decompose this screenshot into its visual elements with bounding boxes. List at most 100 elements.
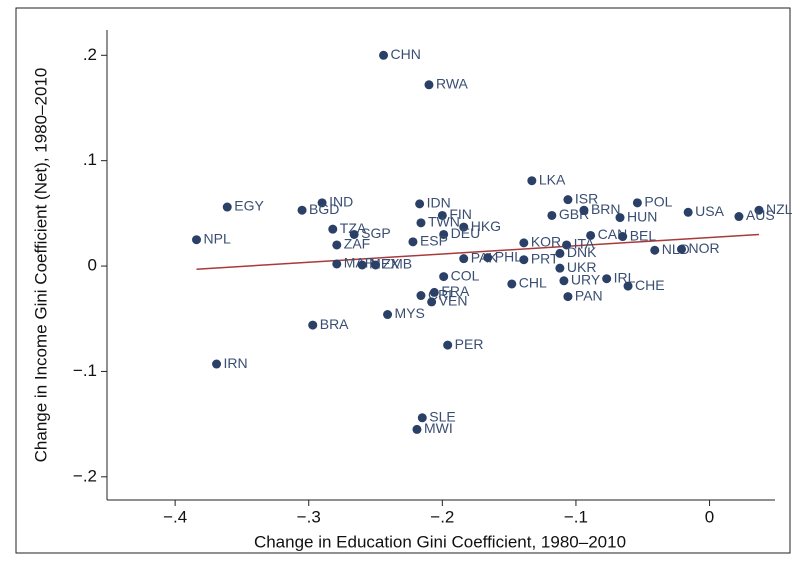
point	[429, 287, 439, 297]
point-label: USA	[695, 203, 724, 219]
point-label: NPL	[204, 230, 231, 246]
point-label: URY	[571, 272, 601, 288]
point	[349, 229, 359, 239]
point-label: FRA	[441, 283, 470, 299]
x-tick-label: 0	[705, 507, 714, 526]
point-label: SLE	[429, 409, 455, 425]
point	[332, 240, 342, 250]
x-axis-title: Change in Education Gini Coefficient, 19…	[254, 532, 626, 551]
point-label: EGY	[234, 198, 264, 214]
point	[586, 230, 596, 240]
point-label: ZMB	[383, 256, 413, 272]
point	[439, 229, 449, 239]
point-label: PRT	[531, 250, 559, 266]
x-tick-label: −.1	[564, 507, 588, 526]
point-label: TZA	[340, 220, 367, 236]
point-label: PHL	[495, 248, 522, 264]
point	[683, 207, 693, 217]
point	[379, 50, 389, 60]
point-label: IRN	[224, 355, 248, 371]
point-label: TWN	[428, 214, 460, 230]
point	[483, 253, 493, 263]
point	[632, 198, 642, 208]
point-label: IND	[329, 194, 353, 210]
point-label: ITA	[574, 236, 595, 252]
point-label: ESP	[420, 233, 448, 249]
point	[754, 205, 764, 215]
point-label: DEU	[451, 225, 481, 241]
point	[459, 254, 469, 264]
point-label: MYS	[395, 305, 425, 321]
point-label: KOR	[531, 234, 561, 250]
point	[328, 224, 338, 234]
point	[615, 213, 625, 223]
point	[527, 176, 537, 186]
point-label: SGP	[361, 225, 391, 241]
point-label: UKR	[567, 259, 597, 275]
point-label: DNK	[567, 244, 597, 260]
point-label: NOR	[688, 240, 719, 256]
y-tick-label: 0	[88, 256, 97, 275]
point	[734, 212, 744, 222]
point	[212, 359, 222, 369]
point	[416, 218, 426, 228]
point	[415, 199, 425, 209]
x-tick-label: −.3	[297, 507, 321, 526]
point	[416, 291, 426, 301]
point	[562, 240, 572, 250]
point-label: FIN	[449, 206, 472, 222]
point-label: MWI	[424, 420, 453, 436]
point-label: RWA	[436, 76, 469, 92]
point	[427, 297, 437, 307]
point	[443, 340, 453, 350]
point-label: BGD	[309, 201, 339, 217]
point	[459, 222, 469, 232]
frame	[15, 7, 791, 554]
point	[317, 198, 327, 208]
x-tick-label: −.2	[430, 507, 454, 526]
point-label: IDN	[427, 195, 451, 211]
point	[439, 272, 449, 282]
y-tick-label: −.2	[73, 466, 97, 485]
point	[507, 279, 517, 289]
point	[437, 210, 447, 220]
point	[563, 195, 573, 205]
point	[519, 255, 529, 265]
point	[563, 292, 573, 302]
point	[297, 205, 307, 215]
y-tick-label: .1	[83, 150, 97, 169]
point	[555, 248, 565, 258]
point-label: LKA	[539, 171, 566, 187]
point-label: CHN	[391, 46, 421, 62]
point-label: VEN	[439, 293, 468, 309]
point	[222, 202, 232, 212]
point	[408, 237, 418, 247]
point	[618, 232, 628, 242]
point-label: BRA	[320, 316, 349, 332]
point	[676, 244, 686, 254]
point-label: PAN	[575, 287, 603, 303]
point	[555, 263, 565, 273]
point-label: HKG	[471, 218, 501, 234]
point-label: BRN	[591, 201, 621, 217]
point-label: BEL	[630, 227, 657, 243]
point	[547, 210, 557, 220]
point-label: ISR	[575, 190, 598, 206]
point-label: NZL	[766, 201, 793, 217]
point	[519, 238, 529, 248]
y-tick-label: .2	[83, 45, 97, 64]
point-label: IRL	[614, 269, 636, 285]
point	[650, 245, 660, 255]
point	[623, 281, 633, 291]
point-label: COL	[451, 267, 480, 283]
point-label: CHL	[519, 275, 547, 291]
x-tick-label: −.4	[163, 507, 187, 526]
point-label: AUS	[746, 207, 775, 223]
point	[412, 424, 422, 434]
point	[417, 413, 427, 423]
point	[192, 235, 202, 245]
point	[308, 320, 318, 330]
point-label: ZAF	[344, 236, 370, 252]
point	[383, 310, 393, 320]
